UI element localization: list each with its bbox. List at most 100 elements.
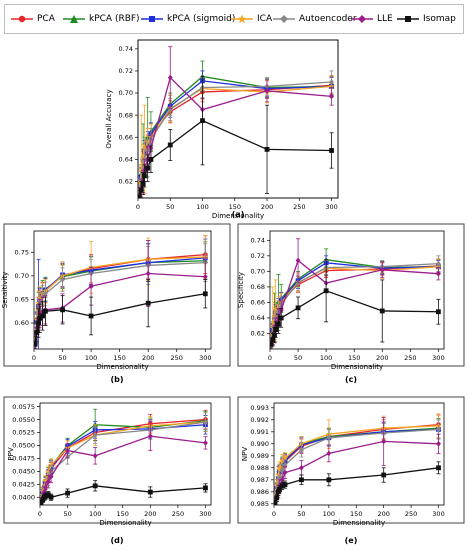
series-isomap [270,259,441,349]
series-ica [274,413,442,500]
data-point-lle [329,93,334,100]
plot-area [273,402,445,506]
series-line-kpca-sigmoid [138,80,332,192]
data-point-isomap [48,494,54,500]
series-line-kpca-rbf [274,427,439,497]
y-tick-label: 0.0550 [12,416,35,424]
data-point-autoencoder [43,290,48,297]
data-point-isomap [36,320,41,326]
panel-caption: (a) [232,210,245,219]
data-point-lle [92,452,98,459]
series-isomap [34,279,208,349]
data-point-lle [326,450,332,457]
x-tick-label: 150 [348,354,360,362]
x-tick-label: 300 [432,510,444,518]
series-kpca-rbf [270,248,442,344]
plot-area [39,402,212,506]
legend-label-lle: LLE [377,14,393,24]
x-tick-label: 150 [350,510,362,518]
series-layer [138,46,335,198]
data-point-isomap [140,181,146,187]
data-point-isomap [43,308,48,314]
data-point-isomap [142,173,147,179]
legend-marker-kpca-sigmoid-icon [141,16,163,22]
x-tick-label: 150 [113,354,125,362]
series-line-isomap [270,290,439,345]
data-point-lle [45,478,51,485]
data-point-isomap [60,307,65,313]
data-point-isomap [436,465,441,471]
legend-marker-autoencoder-icon [273,15,295,23]
y-axis-label: NPV [241,447,249,461]
x-tick-label: 100 [320,354,332,362]
x-axis-label: Dimensionality [99,519,151,527]
legend-item-kpca-rbf: kPCA (RBF) [63,5,140,33]
y-tick-label: 0.0400 [12,493,35,501]
y-tick-label: 0.0425 [12,480,35,488]
panel-frame [3,396,231,524]
legend-item-pca: PCA [11,5,55,33]
data-point-autoencoder [60,276,65,283]
y-tick-label: 0.62 [251,330,265,338]
y-tick-label: 0.989 [250,452,269,460]
series-layer [34,235,209,349]
y-tick-label: 0.0500 [12,442,35,450]
data-point-lle [264,87,270,94]
data-point-isomap [323,288,329,294]
chart-legend: PCA kPCA (RBF) kPCA (sigmoid) ICA Autoen… [4,4,464,34]
chart-panel-c: 0 50 100 150 200 250 300 0.62 0.64 0.66 0.68 0.70 0.… [237,223,465,384]
data-point-lle [147,433,153,440]
data-point-autoencoder [92,432,98,439]
x-tick-label: 200 [144,510,156,518]
data-point-lle [167,74,173,81]
x-tick-label: 250 [405,510,417,518]
data-point-lle [145,270,151,277]
chart-panel-e: 0 50 100 150 200 250 300 0.985 0.986 0.987 0.988 0.… [237,396,465,545]
legend-label-autoencoder: Autoencoder [299,14,357,24]
panel-caption: (c) [345,375,357,384]
data-point-isomap [273,327,279,332]
y-tick-label: 0.70 [15,272,29,280]
x-tick-label: 0 [136,203,140,211]
data-point-autoencoder [299,446,304,453]
data-point-isomap [282,482,288,487]
data-point-isomap [435,309,441,315]
x-tick-label: 50 [63,510,71,518]
data-point-isomap [148,156,154,162]
data-point-autoencoder [436,426,441,433]
y-tick-label: 0.0525 [12,429,35,437]
series-line-ica [138,85,332,191]
series-pca [34,235,208,348]
data-point-isomap [264,146,270,152]
data-point-isomap [43,493,48,499]
x-tick-label: 0 [272,510,276,518]
chart-panel-d: 0 50 100 150 200 250 300 0.0400 0.0425 0.0450 0.04… [3,396,231,545]
x-tick-label: 150 [117,510,129,518]
y-tick-label: 0.0575 [12,403,35,411]
series-isomap [40,480,208,505]
legend-item-lle: LLE [351,5,393,33]
y-axis-label: Overall Accuracy [105,89,113,148]
data-point-isomap [379,308,385,314]
x-tick-label: 250 [404,354,416,362]
x-tick-label: 50 [294,354,302,362]
panel-frame [137,39,339,199]
data-point-isomap [329,148,334,153]
series-lle [270,238,441,348]
series-line-kpca-rbf [34,260,206,339]
x-tick-label: 0 [38,510,42,518]
x-tick-label: 250 [293,203,305,211]
y-tick-label: 0.987 [250,476,269,484]
data-point-lle [43,485,48,491]
data-point-isomap [295,305,301,311]
data-point-autoencoder [326,434,332,441]
panel-frame [237,223,465,367]
legend-marker-isomap-icon [397,16,419,22]
y-tick-label: 0.72 [119,67,133,75]
series-line-pca [40,418,206,501]
data-point-isomap [276,321,281,327]
y-tick-label: 0.70 [119,89,133,97]
data-point-isomap [145,300,151,306]
legend-marker-pca-icon [11,15,33,23]
data-point-isomap [270,341,274,347]
